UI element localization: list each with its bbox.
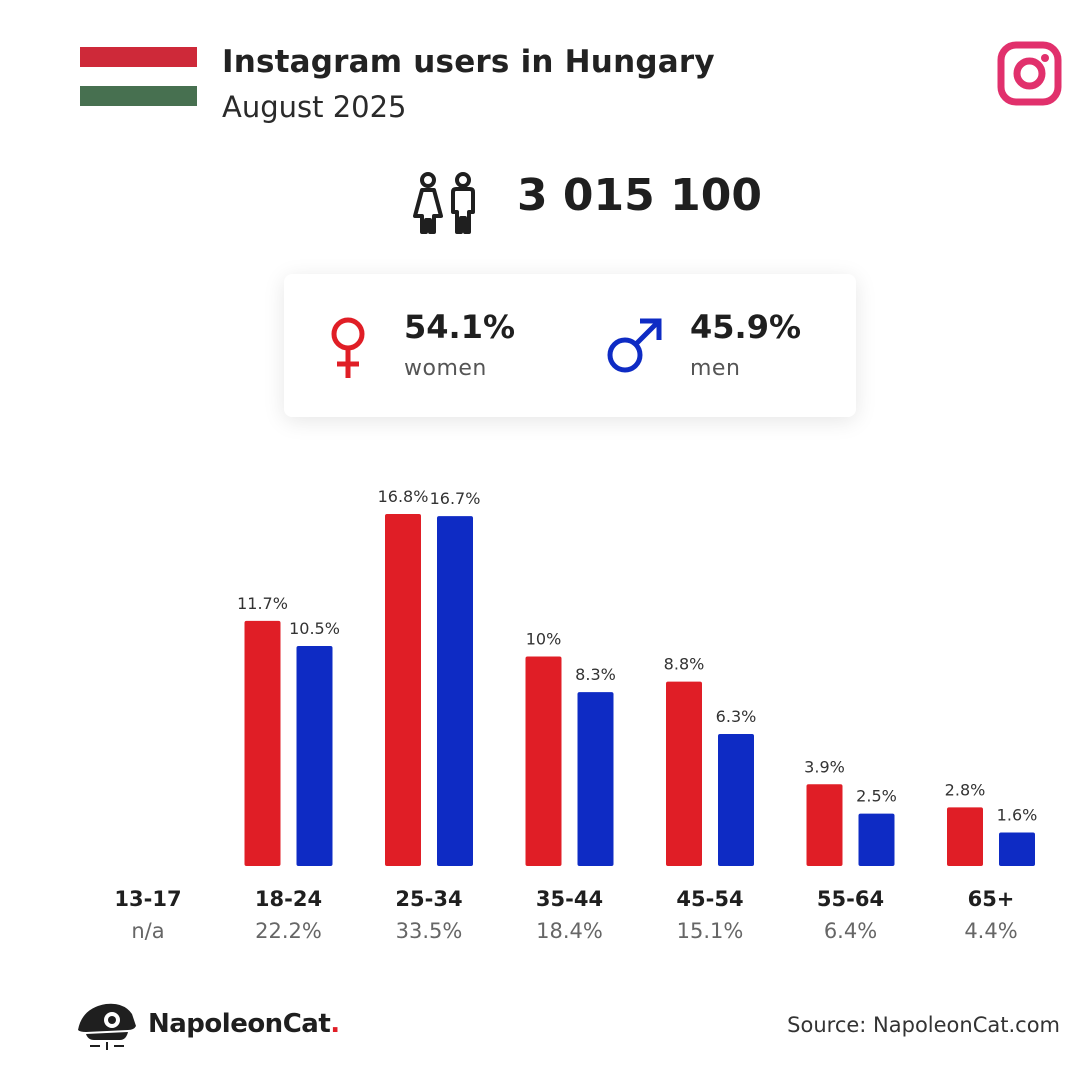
category-total-55-64: 6.4%: [824, 919, 877, 943]
male-icon: [607, 318, 662, 373]
napoleoncat-logo-icon: [78, 1003, 136, 1050]
women-percent: 54.1%: [404, 308, 516, 346]
data-label-men-35-44: 8.3%: [575, 665, 616, 684]
category-total-45-54: 15.1%: [677, 919, 744, 943]
data-label-men-45-54: 6.3%: [716, 707, 757, 726]
bar-men-25-34: [437, 516, 473, 866]
men-percent: 45.9%: [690, 308, 802, 346]
bar-women-18-24: [244, 620, 281, 866]
category-label-55-64: 55-64: [817, 887, 884, 911]
men-label: men: [690, 356, 741, 381]
category-total-13-17: n/a: [131, 919, 164, 943]
gender-card: 54.1% women 45.9% men: [284, 274, 856, 417]
data-label-men-55-64: 2.5%: [856, 787, 897, 806]
bar-women-25-34: [385, 514, 421, 866]
data-label-men-65+: 1.6%: [997, 805, 1038, 824]
category-label-65+: 65+: [968, 887, 1015, 911]
page-title: Instagram users in Hungary: [222, 44, 715, 80]
source-note: Source: NapoleonCat.com: [787, 1013, 1060, 1037]
data-label-women-65+: 2.8%: [945, 780, 986, 799]
total-users: 3 015 100: [517, 170, 762, 221]
category-total-35-44: 18.4%: [536, 919, 603, 943]
brand-text: NapoleonCat: [148, 1009, 331, 1039]
data-label-women-18-24: 11.7%: [237, 594, 288, 613]
data-label-women-25-34: 16.8%: [378, 487, 429, 506]
instagram-icon: [997, 41, 1062, 106]
data-label-women-55-64: 3.9%: [804, 757, 845, 776]
category-label-13-17: 13-17: [114, 887, 181, 911]
category-total-65+: 4.4%: [964, 919, 1017, 943]
women-label: women: [404, 356, 487, 381]
data-label-men-25-34: 16.7%: [430, 489, 481, 508]
brand-dot: .: [330, 1009, 340, 1039]
flag-stripe-white: [80, 66, 197, 87]
bar-men-18-24: [296, 646, 333, 866]
category-label-25-34: 25-34: [395, 887, 462, 911]
category-label-18-24: 18-24: [255, 887, 322, 911]
flag-stripe-red: [80, 47, 197, 67]
bar-men-35-44: [577, 692, 614, 866]
bar-men-55-64: [858, 813, 895, 866]
flag-stripe-green: [80, 86, 197, 107]
bar-women-35-44: [525, 656, 562, 866]
category-total-18-24: 22.2%: [255, 919, 322, 943]
age-gender-bar-chart: 13-17 n/a 11.7%10.5% 18-24 22.2% 16.8% 16.7% 25…: [114, 487, 1038, 943]
bar-women-45-54: [666, 681, 702, 866]
category-label-45-54: 45-54: [676, 887, 743, 911]
bar-men-45-54: [718, 734, 754, 866]
category-label-35-44: 35-44: [536, 887, 603, 911]
data-label-men-18-24: 10.5%: [289, 619, 340, 638]
brand-name: NapoleonCat.: [148, 1009, 340, 1039]
data-label-women-45-54: 8.8%: [664, 655, 705, 674]
female-icon: [331, 317, 365, 378]
data-label-women-35-44: 10%: [526, 629, 562, 648]
category-total-25-34: 33.5%: [396, 919, 463, 943]
people-icon: [413, 172, 475, 234]
bar-men-65+: [999, 832, 1035, 866]
hungary-flag-icon: [80, 47, 197, 107]
bar-women-65+: [947, 807, 983, 866]
page-subtitle: August 2025: [222, 90, 407, 124]
bar-women-55-64: [806, 784, 843, 866]
